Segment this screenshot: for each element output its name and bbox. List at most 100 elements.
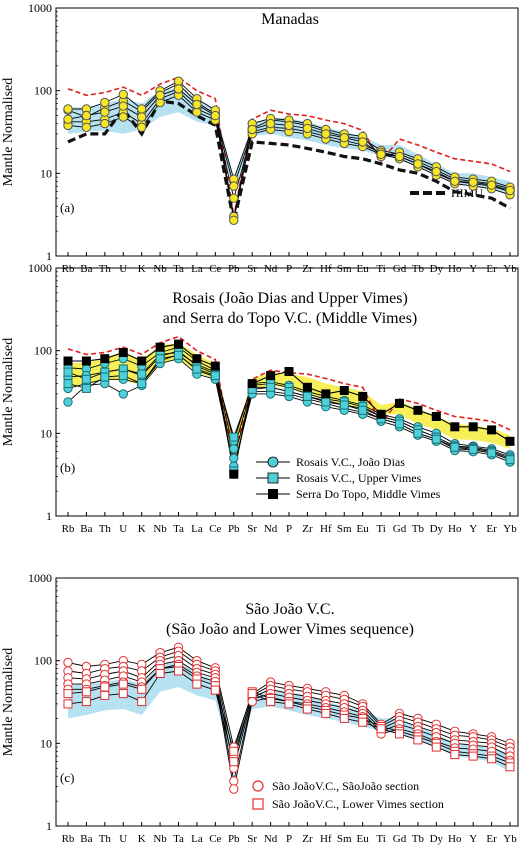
x-tick-label: Sr xyxy=(247,833,257,845)
panel-b-serra-point xyxy=(395,398,404,408)
panel-b-upper-vimes-point xyxy=(137,369,147,379)
x-tick-label: Yb xyxy=(503,523,517,535)
panel-a-sample-point xyxy=(100,97,110,108)
panel-a-ylabel: Mantle Normalised xyxy=(1,78,16,186)
x-tick-label: P xyxy=(286,833,292,845)
panel-a-sample-point xyxy=(63,104,73,114)
x-tick-label: Nb xyxy=(153,833,167,845)
x-tick-label: Ta xyxy=(173,523,184,535)
panel-b-serra-point xyxy=(376,409,386,419)
panel-c-lower-vimes-point xyxy=(63,689,73,699)
x-tick-label: Ce xyxy=(209,833,221,845)
panel-b-serra-point xyxy=(247,379,257,389)
panel-a-sample-point xyxy=(137,112,147,122)
panel-c-lower-vimes-point xyxy=(118,689,128,699)
panel-a-sample-point xyxy=(81,122,92,133)
x-tick-label: La xyxy=(191,523,203,535)
panel-b-upper-vimes-point xyxy=(63,379,73,389)
x-tick-label: Sm xyxy=(337,263,352,275)
x-tick-label: Nb xyxy=(153,523,167,535)
panel-b-upper-vimes-point xyxy=(468,444,478,454)
panel-a-sample-point xyxy=(413,159,423,169)
panel-b-upper-vimes-point xyxy=(100,372,110,382)
panel-a-sample-point xyxy=(376,149,386,160)
panel-a-sample-point xyxy=(302,123,313,134)
x-tick-label: Tb xyxy=(412,833,425,845)
panel-a-sample-point xyxy=(431,166,441,177)
x-tick-label: Er xyxy=(486,523,497,535)
x-tick-label: Sr xyxy=(247,263,257,275)
x-tick-label: Pb xyxy=(228,833,240,845)
panel-a-upper-dashed-line xyxy=(67,76,511,217)
panel-a-sample-point xyxy=(173,84,184,94)
legend-c-label-2: São JoãoV.C., Lower Vimes section xyxy=(272,797,444,811)
panel-b-upper-vimes-point xyxy=(266,382,276,392)
panel-a-sample-point xyxy=(394,151,405,162)
panel-c-title-line-2: (São João and Lower Vimes sequence) xyxy=(166,621,414,638)
x-tick-label: Rb xyxy=(62,833,75,845)
panel-c-lower-vimes-point xyxy=(63,699,73,709)
y-tick-label: 100 xyxy=(34,84,52,98)
panel-b-upper-vimes-point xyxy=(487,448,497,458)
x-tick-label: Rb xyxy=(62,263,75,275)
x-tick-label: Nb xyxy=(153,263,167,275)
panel-a-sample-point xyxy=(229,193,239,203)
panel-a-range-band xyxy=(68,87,510,195)
x-tick-label: K xyxy=(138,523,146,535)
x-tick-label: Ti xyxy=(376,833,385,845)
x-tick-label: P xyxy=(286,263,292,275)
panel-b-serra-point xyxy=(81,356,91,366)
panel-a-sample-point xyxy=(247,124,257,135)
panel-b-upper-vimes-point xyxy=(137,379,147,389)
panel-c-lower-vimes-point xyxy=(321,708,331,718)
panel-b-upper-vimes-point xyxy=(321,397,331,407)
panel-c-lower-vimes-point xyxy=(192,679,202,689)
panel-c-lower-vimes-point xyxy=(81,697,91,707)
panel-c-lower-vimes-point xyxy=(118,679,128,689)
x-tick-label: La xyxy=(191,263,203,275)
x-tick-label: La xyxy=(191,833,203,845)
panel-b-serra-point xyxy=(505,436,515,446)
panel-b-serra-point xyxy=(302,382,312,392)
x-tick-label: P xyxy=(286,523,292,535)
panel-c-lower-vimes-point xyxy=(339,713,349,723)
panel-c-lower-vimes-point xyxy=(431,742,441,752)
panel-c-lower-vimes-point xyxy=(210,685,220,695)
panel-a-sample-point xyxy=(210,110,221,121)
x-tick-label: K xyxy=(138,263,146,275)
x-tick-label: Y xyxy=(469,833,477,845)
x-tick-label: Th xyxy=(99,523,112,535)
x-tick-label: Ba xyxy=(80,523,92,535)
panel-b-upper-vimes-point xyxy=(431,434,441,444)
x-tick-label: Sm xyxy=(337,833,352,845)
x-tick-label: Pb xyxy=(228,523,240,535)
y-tick-label: 1000 xyxy=(28,571,52,585)
panel-b-joao-dias-point xyxy=(229,444,239,454)
panel-b-upper-vimes-point xyxy=(505,455,515,465)
y-tick-label: 10 xyxy=(40,426,52,440)
x-tick-label: Ba xyxy=(80,263,92,275)
panel-a-sample-point xyxy=(468,177,478,188)
legend-b-label-1: Rosais V.C., João Dias xyxy=(296,455,405,469)
panel-c-sao-joao-point xyxy=(247,696,257,707)
panel-c-lower-vimes-point xyxy=(229,757,239,767)
panel-b-upper-vimes-point xyxy=(63,367,73,377)
x-tick-label: Ba xyxy=(80,833,92,845)
panel-b-upper-vimes-point xyxy=(192,364,202,374)
x-tick-label: Nd xyxy=(264,833,278,845)
panel-a-sample-point xyxy=(137,122,147,133)
panel-a-sample-point xyxy=(192,99,202,110)
panel-b-serra-point xyxy=(358,391,368,401)
panel-a-sample-point xyxy=(265,118,276,129)
panel-c-lower-vimes-point xyxy=(100,690,110,700)
panel-b-upper-vimes-point xyxy=(210,371,220,381)
panel-b-serra-point xyxy=(450,422,460,432)
panel-b-upper-vimes-point xyxy=(358,405,368,415)
panel-b-serra-point xyxy=(118,348,128,357)
panel-c-lower-vimes-point xyxy=(358,717,368,727)
x-tick-label: Zr xyxy=(302,523,313,535)
x-tick-label: Sm xyxy=(337,523,352,535)
legend-c-label-1: São JoãoV.C., SãoJoão section xyxy=(272,779,419,793)
